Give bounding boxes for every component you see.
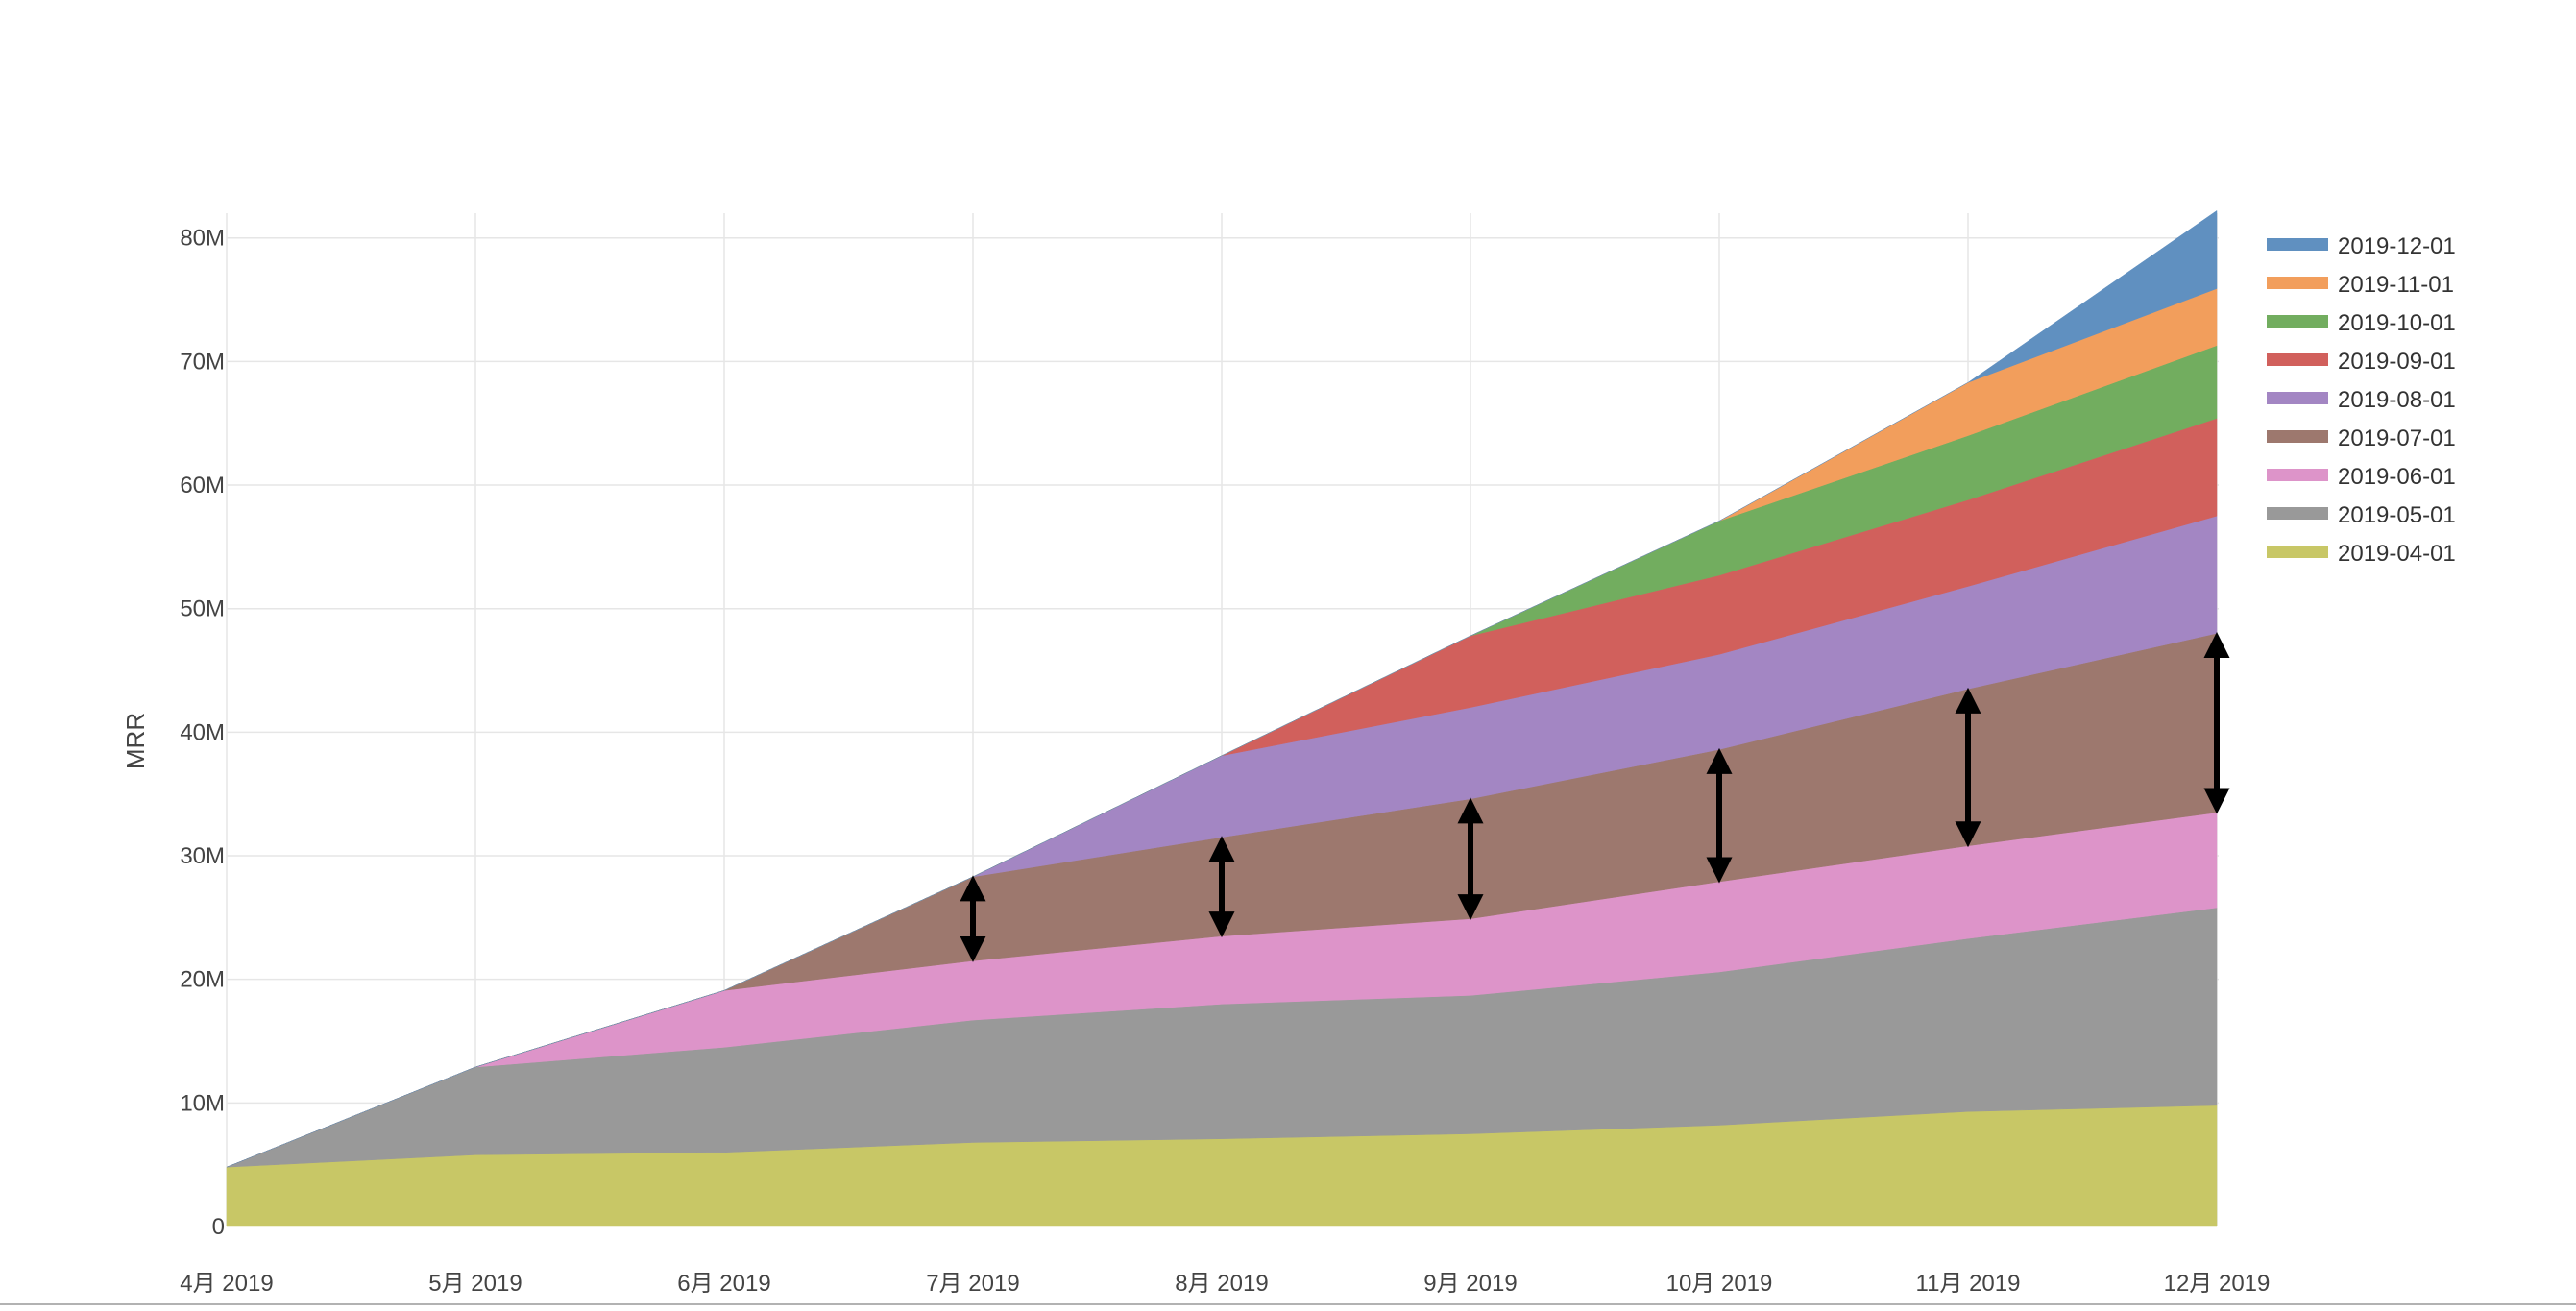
- legend-label: 2019-06-01: [2338, 464, 2456, 490]
- legend-swatch: [2267, 315, 2328, 328]
- y-axis-title: MRR: [121, 713, 150, 769]
- x-tick-label: 10月 2019: [1666, 1271, 1773, 1297]
- y-tick-label: 40M: [180, 719, 225, 745]
- y-tick-label: 10M: [180, 1090, 225, 1116]
- x-tick-label: 7月 2019: [926, 1271, 1019, 1297]
- y-tick-label: 20M: [180, 967, 225, 993]
- legend: 2019-12-01 2019-11-01 2019-10-01 2019-09-01…: [2267, 233, 2456, 567]
- annotation-arrows: [960, 631, 2230, 962]
- legend-item: 2019-10-01: [2267, 310, 2456, 336]
- legend-item: 2019-05-01: [2267, 502, 2456, 528]
- y-tick-label: 70M: [180, 349, 225, 375]
- legend-swatch: [2267, 238, 2328, 251]
- x-tick-label: 11月 2019: [1916, 1271, 2021, 1297]
- legend-swatch: [2267, 392, 2328, 404]
- legend-swatch: [2267, 430, 2328, 443]
- legend-swatch: [2267, 507, 2328, 520]
- x-tick-label: 9月 2019: [1423, 1271, 1517, 1297]
- legend-label: 2019-08-01: [2338, 387, 2456, 413]
- legend-label: 2019-09-01: [2338, 349, 2456, 375]
- x-tick-label: 12月 2019: [2164, 1271, 2271, 1297]
- legend-swatch: [2267, 353, 2328, 366]
- y-tick-label: 30M: [180, 843, 225, 869]
- y-tick-label: 60M: [180, 473, 225, 498]
- legend-label: 2019-11-01: [2338, 272, 2454, 298]
- legend-item: 2019-08-01: [2267, 387, 2456, 413]
- legend-item: 2019-04-01: [2267, 541, 2456, 567]
- area-series-2019-12-01: [226, 209, 2218, 1168]
- x-tick-label: 4月 2019: [180, 1271, 273, 1297]
- axes: 0 10M 20M 30M 40M 50M 60M 70M 80M 4月 2019 5月 2019 6…: [0, 226, 2576, 1305]
- x-tick-label: 5月 2019: [428, 1271, 522, 1297]
- legend-label: 2019-07-01: [2338, 425, 2456, 451]
- y-tick-label: 50M: [180, 596, 225, 622]
- x-tick-label: 8月 2019: [1175, 1271, 1268, 1297]
- y-tick-label: 0: [212, 1214, 225, 1240]
- legend-label: 2019-05-01: [2338, 502, 2456, 528]
- legend-label: 2019-10-01: [2338, 310, 2456, 336]
- legend-item: 2019-12-01: [2267, 233, 2456, 259]
- legend-label: 2019-12-01: [2338, 233, 2456, 259]
- legend-item: 2019-09-01: [2267, 349, 2456, 375]
- y-tick-label: 80M: [180, 226, 225, 252]
- legend-swatch: [2267, 277, 2328, 289]
- legend-swatch: [2267, 469, 2328, 481]
- legend-item: 2019-07-01: [2267, 425, 2456, 451]
- legend-label: 2019-04-01: [2338, 541, 2456, 567]
- legend-swatch: [2267, 546, 2328, 558]
- x-tick-label: 6月 2019: [677, 1271, 770, 1297]
- legend-item: 2019-06-01: [2267, 464, 2456, 490]
- legend-item: 2019-11-01: [2267, 272, 2454, 298]
